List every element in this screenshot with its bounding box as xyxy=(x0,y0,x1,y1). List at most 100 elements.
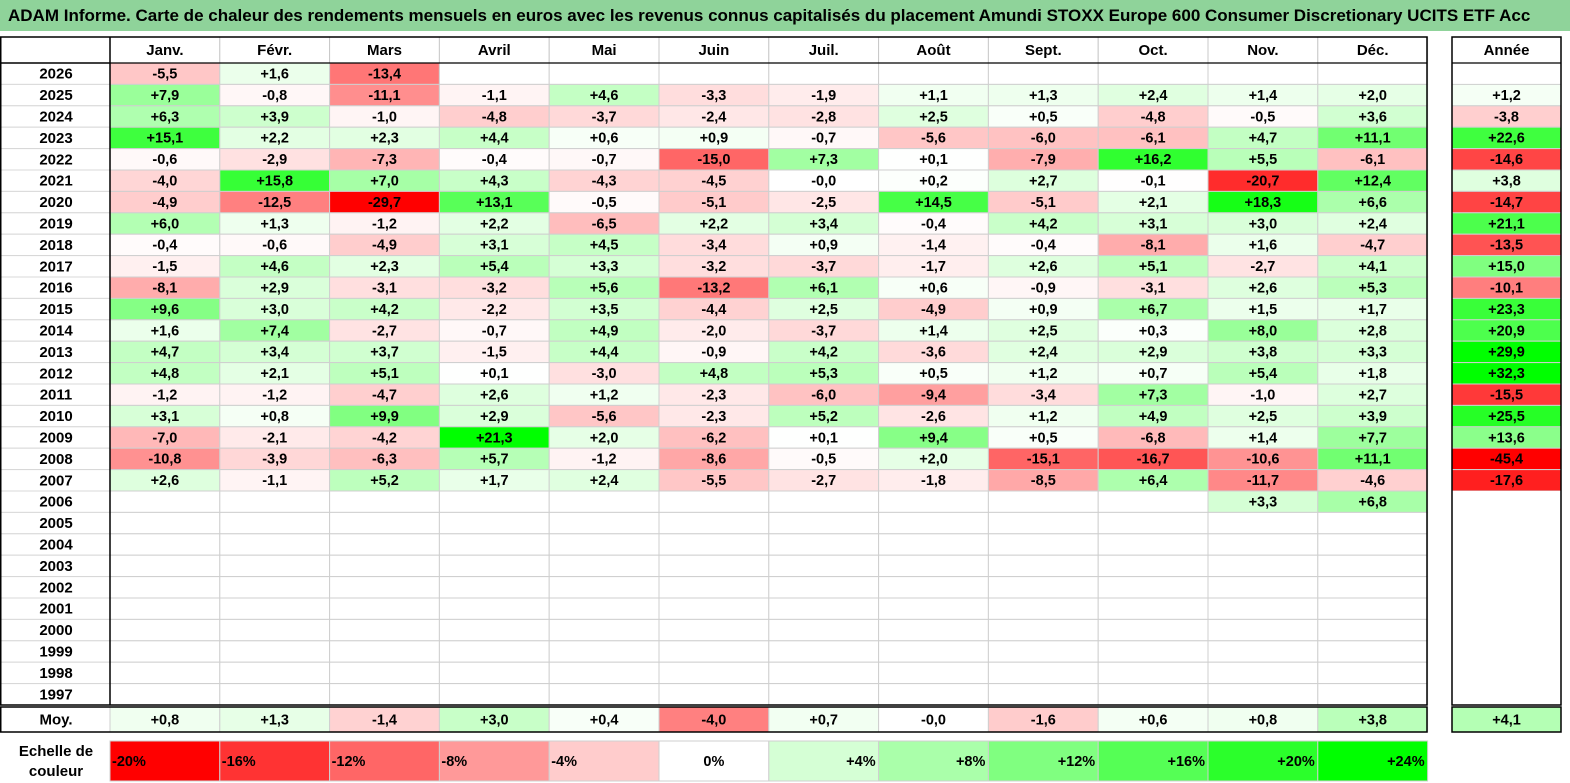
heatmap-cell xyxy=(987,490,1099,513)
cell-value: +3,3 xyxy=(590,259,619,275)
heatmap-cell xyxy=(1207,618,1319,642)
cell-value: +7,4 xyxy=(260,323,289,339)
heatmap-cell xyxy=(987,533,1099,556)
cell-value: -1,1 xyxy=(262,473,287,489)
cell-value: -0,7 xyxy=(592,152,617,168)
cell-value: -4,6 xyxy=(1360,473,1385,489)
cell-value: +4,6 xyxy=(590,88,619,104)
cell-value: +1,2 xyxy=(1029,366,1058,382)
cell-value: +4,9 xyxy=(590,323,619,339)
heatmap-cell xyxy=(1207,661,1319,685)
annual-cell xyxy=(1452,555,1561,577)
heatmap-cell xyxy=(878,618,989,642)
cell-value: -1,2 xyxy=(592,452,617,468)
cell-value: +4,2 xyxy=(809,345,838,361)
cell-value: +0,9 xyxy=(700,131,729,147)
cell-value: +2,6 xyxy=(151,473,180,489)
cell-value: +1,5 xyxy=(1249,302,1278,318)
cell-value: -1,7 xyxy=(921,259,946,275)
cell-value: +18,3 xyxy=(1245,195,1282,211)
heatmap-cell xyxy=(1097,640,1209,663)
cell-value: +3,6 xyxy=(1358,109,1387,125)
cell-value: -0,5 xyxy=(1250,109,1275,125)
cell-value: +6,4 xyxy=(1139,473,1168,489)
annual-cell xyxy=(1452,576,1561,598)
average-cell xyxy=(219,706,331,733)
cell-value: -4,0 xyxy=(152,174,177,190)
heatmap-cell xyxy=(329,640,440,663)
cell-value: -3,4 xyxy=(701,238,726,254)
heatmap-cell xyxy=(768,661,880,685)
heatmap-cell xyxy=(987,683,1099,706)
cell-value: -1,1 xyxy=(482,88,507,104)
cell-value: -7,0 xyxy=(152,430,177,446)
cell-value: +4,5 xyxy=(590,238,619,254)
heatmap-cell xyxy=(548,618,660,642)
cell-value: -4,5 xyxy=(701,174,726,190)
cell-value: -6,2 xyxy=(701,430,726,446)
heatmap-cell xyxy=(1097,490,1209,513)
cell-value: -8,6 xyxy=(701,452,726,468)
cell-value: +1,3 xyxy=(260,216,289,232)
cell-value: +7,3 xyxy=(809,152,838,168)
cell-value: -0,5 xyxy=(592,195,617,211)
heatmap-cell xyxy=(438,511,550,535)
heatmap-cell xyxy=(878,62,989,85)
cell-value: -0,4 xyxy=(1031,238,1056,254)
cell-value: +2,0 xyxy=(590,430,619,446)
year-label: 2011 xyxy=(40,387,73,404)
heatmap-cell xyxy=(109,576,221,599)
cell-value: +1,6 xyxy=(1249,238,1278,254)
cell-value: +9,9 xyxy=(370,409,399,425)
annual-value: -13,5 xyxy=(1490,238,1523,254)
cell-value: -0,1 xyxy=(1141,174,1166,190)
heatmap-cell xyxy=(1097,511,1209,535)
scale-swatch xyxy=(548,740,660,782)
heatmap-cell xyxy=(1207,597,1319,620)
scale-swatch xyxy=(878,740,989,782)
year-label: 2017 xyxy=(39,258,72,275)
cell-value: -3,1 xyxy=(372,281,397,297)
heatmap-cell xyxy=(658,597,770,620)
heatmap-cell xyxy=(219,661,331,685)
cell-value: -6,1 xyxy=(1141,131,1166,147)
cell-value: -2,0 xyxy=(701,323,726,339)
annual-value: -3,8 xyxy=(1494,109,1519,125)
heatmap-cell xyxy=(1207,640,1319,663)
heatmap-cell xyxy=(1097,533,1209,556)
heatmap-cell xyxy=(658,511,770,535)
cell-value: -1,2 xyxy=(152,388,177,404)
annual-value: +3,8 xyxy=(1492,174,1521,190)
heatmap-cell xyxy=(658,661,770,685)
cell-value: -2,5 xyxy=(811,195,836,211)
cell-value: +0,1 xyxy=(809,430,838,446)
cell-value: +3,1 xyxy=(151,409,180,425)
cell-value: +1,3 xyxy=(1029,88,1058,104)
cell-value: -4,9 xyxy=(372,238,397,254)
annual-value: +29,9 xyxy=(1488,345,1525,361)
heatmap-cell xyxy=(329,618,440,642)
heatmap-cell xyxy=(438,554,550,578)
cell-value: +4,7 xyxy=(151,345,180,361)
annual-cell xyxy=(1452,640,1561,663)
cell-value: -0,0 xyxy=(811,174,836,190)
cell-value: -8,1 xyxy=(152,281,177,297)
month-header: Juil. xyxy=(809,42,839,59)
cell-value: +6,0 xyxy=(151,216,180,232)
header-cell xyxy=(1097,36,1209,64)
cell-value: -2,7 xyxy=(1250,259,1275,275)
heatmap-cell xyxy=(1207,62,1319,85)
heatmap-cell xyxy=(438,62,550,85)
heatmap-cell xyxy=(1097,683,1209,706)
average-annual-value: +4,1 xyxy=(1492,712,1521,728)
heatmap-cell xyxy=(878,597,989,620)
cell-value: +4,8 xyxy=(151,366,180,382)
scale-step-label: -12% xyxy=(332,754,366,770)
cell-value: -0,7 xyxy=(811,131,836,147)
cell-value: +3,8 xyxy=(1249,345,1278,361)
cell-value: -3,2 xyxy=(482,281,507,297)
average-frame xyxy=(0,706,1428,733)
year-label: 2008 xyxy=(39,451,72,468)
annual-value: +15,0 xyxy=(1488,259,1525,275)
month-header: Sept. xyxy=(1025,42,1062,59)
